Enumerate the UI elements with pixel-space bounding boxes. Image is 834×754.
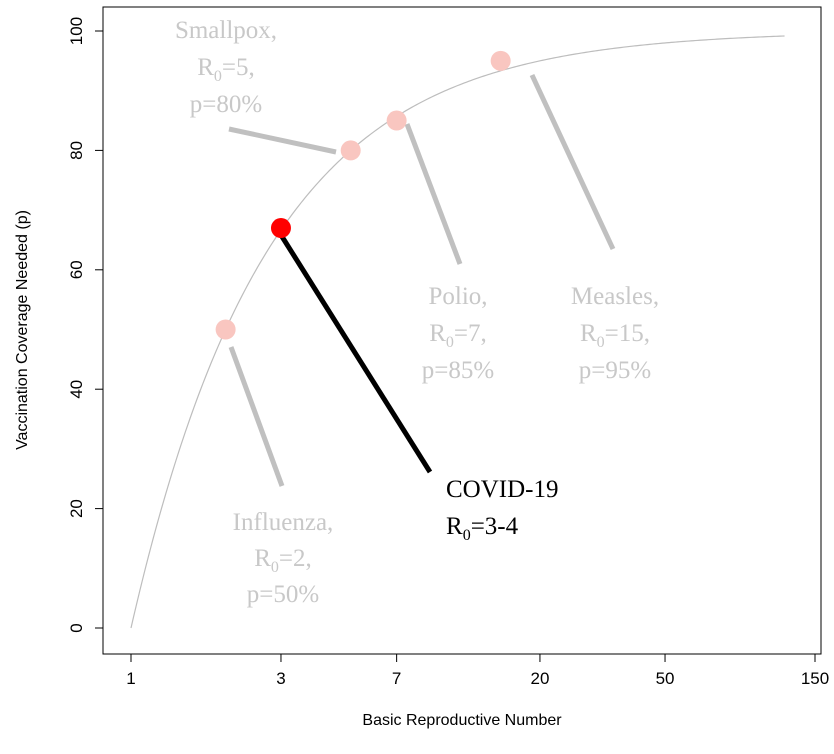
y-tick-label: 100 bbox=[67, 17, 86, 45]
x-tick-label: 50 bbox=[656, 669, 675, 688]
annotation-line: p=80% bbox=[190, 91, 262, 118]
point-smallpox bbox=[340, 140, 361, 161]
annotation-polio: Polio, R0=7, p=85% bbox=[422, 283, 494, 384]
y-axis: 0 20 40 60 80 100 bbox=[67, 17, 104, 633]
x-tick-label: 20 bbox=[530, 669, 549, 688]
annotation-line: R0=5, bbox=[197, 54, 255, 85]
y-tick-label: 80 bbox=[67, 141, 86, 160]
point-polio bbox=[386, 110, 407, 131]
x-axis: 1 3 7 20 50 150 bbox=[126, 653, 829, 688]
point-influenza bbox=[215, 319, 236, 340]
y-tick-label: 0 bbox=[67, 623, 86, 632]
x-tick-label: 1 bbox=[126, 669, 135, 688]
x-tick-label: 3 bbox=[276, 669, 285, 688]
leader-line-covid-19 bbox=[278, 233, 433, 474]
data-points bbox=[215, 50, 511, 340]
annotation-line: R0=3-4 bbox=[446, 513, 519, 544]
point-measles bbox=[490, 50, 511, 71]
annotation-influenza: Influenza, R0=2, p=50% bbox=[233, 509, 334, 608]
leader-line-influenza bbox=[228, 346, 285, 487]
x-tick-label: 7 bbox=[392, 669, 401, 688]
annotation-line: Smallpox, bbox=[175, 17, 277, 44]
annotation-covid-19: COVID-19 R0=3-4 bbox=[446, 476, 559, 544]
point-covid-19 bbox=[270, 218, 291, 239]
annotation-line: Influenza, bbox=[233, 509, 334, 536]
annotation-line: R0=15, bbox=[580, 320, 650, 351]
leader-line-measles bbox=[529, 73, 616, 251]
annotation-line: p=50% bbox=[247, 581, 319, 608]
annotation-line: Measles, bbox=[571, 283, 659, 310]
leader-lines bbox=[228, 73, 616, 487]
leader-line-polio bbox=[404, 123, 463, 265]
y-tick-label: 20 bbox=[67, 499, 86, 518]
x-tick-label: 150 bbox=[801, 669, 829, 688]
y-axis-title: Vaccination Coverage Needed (p) bbox=[14, 210, 31, 450]
y-tick-label: 60 bbox=[67, 260, 86, 279]
annotation-line: R0=7, bbox=[429, 320, 487, 351]
annotation-line: p=95% bbox=[579, 357, 651, 384]
annotation-smallpox: Smallpox, R0=5, p=80% bbox=[175, 17, 277, 118]
annotation-line: p=85% bbox=[422, 357, 494, 384]
leader-line-smallpox bbox=[228, 126, 337, 155]
y-tick-label: 40 bbox=[67, 380, 86, 399]
annotation-measles: Measles, R0=15, p=95% bbox=[571, 283, 659, 384]
annotation-line: R0=2, bbox=[254, 545, 312, 576]
x-axis-title: Basic Reproductive Number bbox=[362, 712, 562, 729]
annotation-line: Polio, bbox=[428, 283, 487, 310]
coverage-curve bbox=[130, 35, 785, 629]
annotation-line: COVID-19 bbox=[446, 476, 559, 503]
